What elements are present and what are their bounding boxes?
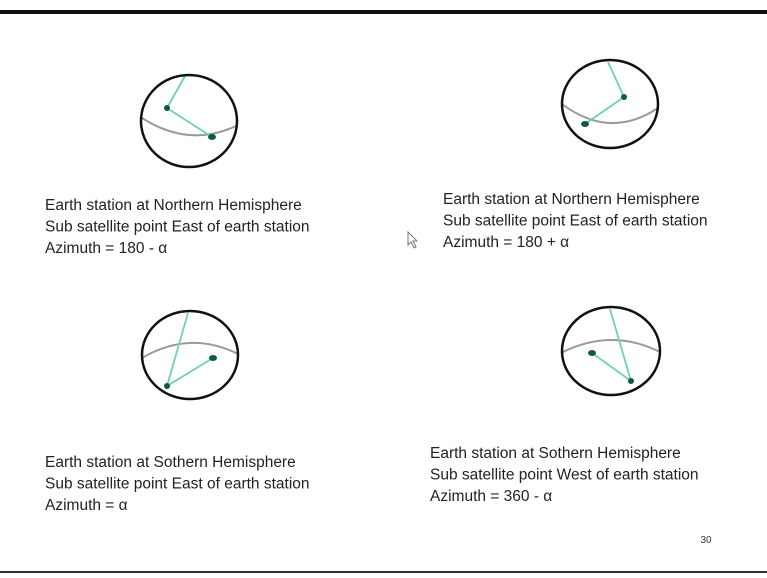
point xyxy=(581,121,589,127)
caption-line: Sub satellite point East of earth statio… xyxy=(443,213,708,230)
caption-line: Earth station at Northern Hemisphere xyxy=(45,197,302,214)
caption-line: Azimuth = α xyxy=(45,497,128,514)
caption-line: Azimuth = 180 + α xyxy=(443,234,569,251)
point xyxy=(628,378,634,384)
point xyxy=(588,350,596,356)
caption-line: Azimuth = 180 - α xyxy=(45,240,167,257)
point xyxy=(208,134,216,140)
caption-line: Azimuth = 360 - α xyxy=(430,488,552,505)
top-rule xyxy=(0,10,767,14)
caption-line: Sub satellite point West of earth statio… xyxy=(430,467,699,484)
point xyxy=(164,105,170,111)
caption-line: Earth station at Sothern Hemisphere xyxy=(45,454,296,471)
caption-line: Sub satellite point East of earth statio… xyxy=(45,219,310,236)
caption-line: Sub satellite point East of earth statio… xyxy=(45,476,310,493)
page-number: 30 xyxy=(700,535,712,546)
point xyxy=(621,94,627,100)
caption-line: Earth station at Sothern Hemisphere xyxy=(430,445,681,462)
point xyxy=(164,383,170,389)
point xyxy=(209,355,217,361)
slide: Earth station at Northern Hemisphere Sub … xyxy=(0,0,767,578)
bottom-rule xyxy=(0,571,767,573)
caption-line: Earth station at Northern Hemisphere xyxy=(443,191,700,208)
